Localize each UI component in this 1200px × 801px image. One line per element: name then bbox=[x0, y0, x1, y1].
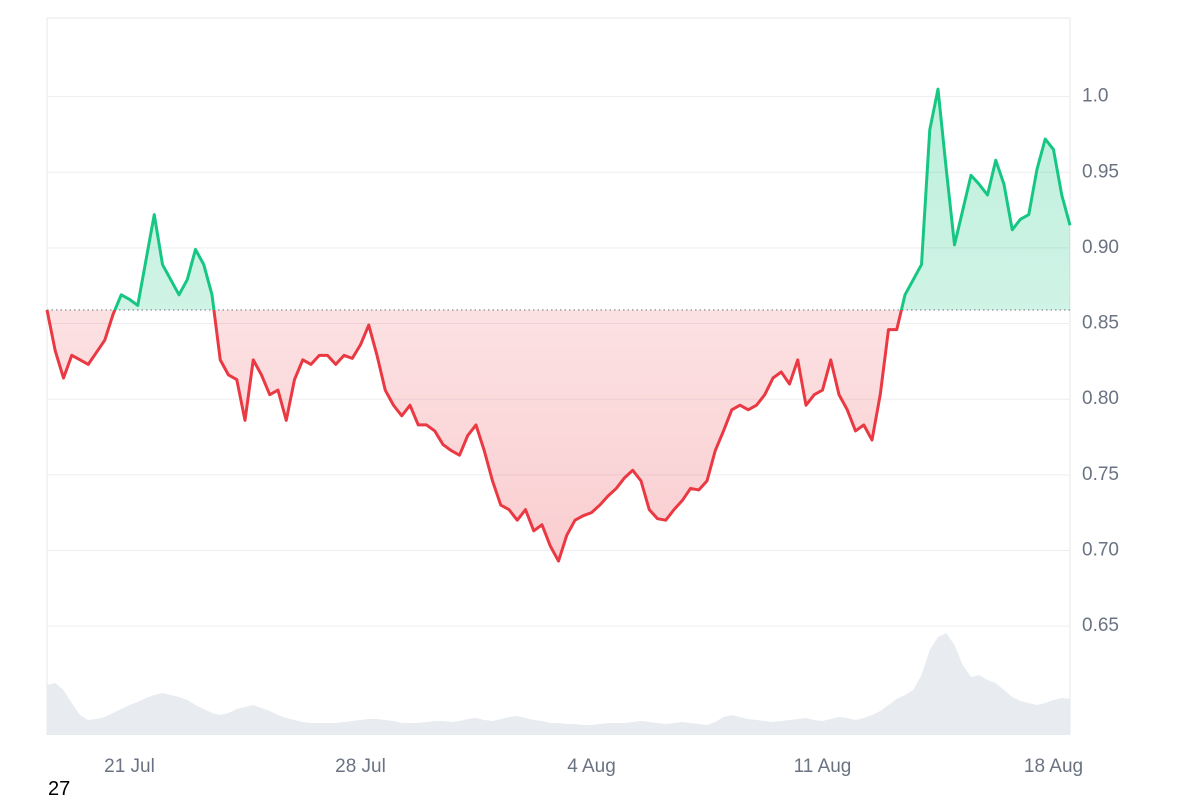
y-tick-label: 0.90 bbox=[1082, 237, 1119, 258]
footer-text: 27 bbox=[48, 778, 71, 800]
y-tick-label: 1.0 bbox=[1082, 86, 1108, 107]
y-tick-label: 0.75 bbox=[1082, 464, 1119, 485]
x-tick-label: 28 Jul bbox=[335, 756, 386, 777]
x-tick-label: 11 Aug bbox=[794, 756, 852, 777]
y-tick-label: 0.65 bbox=[1082, 615, 1119, 636]
y-tick-label: 0.95 bbox=[1082, 161, 1119, 182]
area-down bbox=[47, 309, 902, 562]
y-tick-label: 0.80 bbox=[1082, 388, 1119, 409]
y-tick-label: 0.70 bbox=[1082, 539, 1119, 560]
area-up bbox=[47, 89, 1070, 310]
x-tick-label: 18 Aug bbox=[1024, 756, 1083, 777]
volume-area bbox=[47, 633, 1070, 735]
x-tick-label: 4 Aug bbox=[567, 756, 616, 777]
y-tick-label: 0.85 bbox=[1082, 313, 1119, 334]
price-line-down bbox=[45, 309, 903, 563]
x-tick-label: 21 Jul bbox=[104, 756, 155, 777]
